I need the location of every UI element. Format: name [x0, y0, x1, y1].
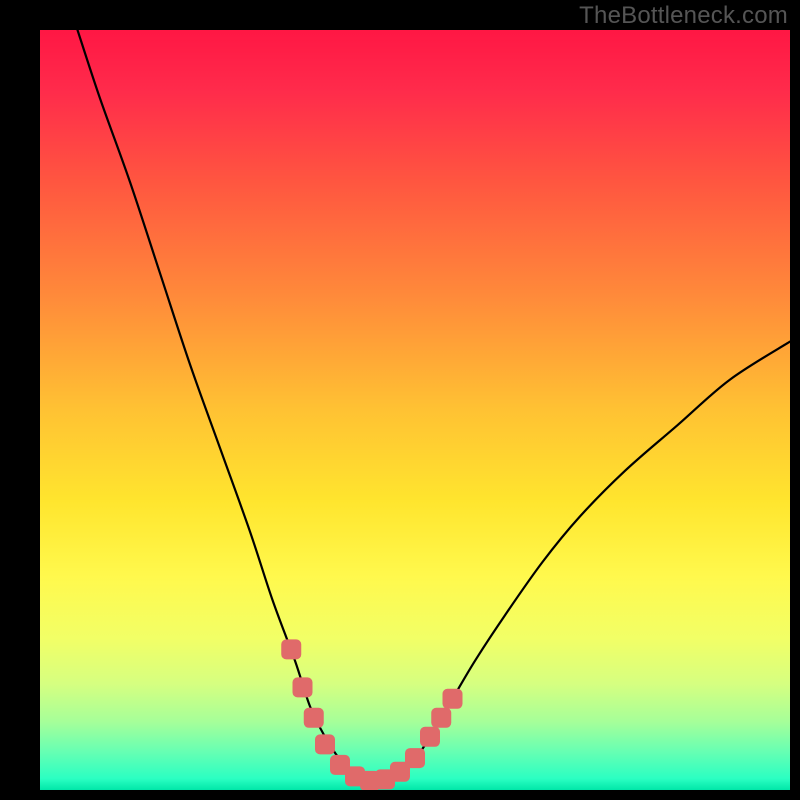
bottleneck-marker	[293, 677, 313, 697]
bottleneck-marker	[304, 708, 324, 728]
watermark-text: TheBottleneck.com	[579, 2, 788, 30]
bottleneck-marker	[431, 708, 451, 728]
bottleneck-marker	[443, 689, 463, 709]
main-curve-path	[78, 30, 791, 783]
curve-layer	[40, 30, 790, 790]
bottleneck-marker	[405, 748, 425, 768]
canvas-root: TheBottleneck.com	[0, 0, 800, 800]
bottleneck-marker	[420, 727, 440, 747]
plot-area	[40, 30, 790, 790]
bottleneck-marker	[281, 639, 301, 659]
bottleneck-marker	[315, 734, 335, 754]
